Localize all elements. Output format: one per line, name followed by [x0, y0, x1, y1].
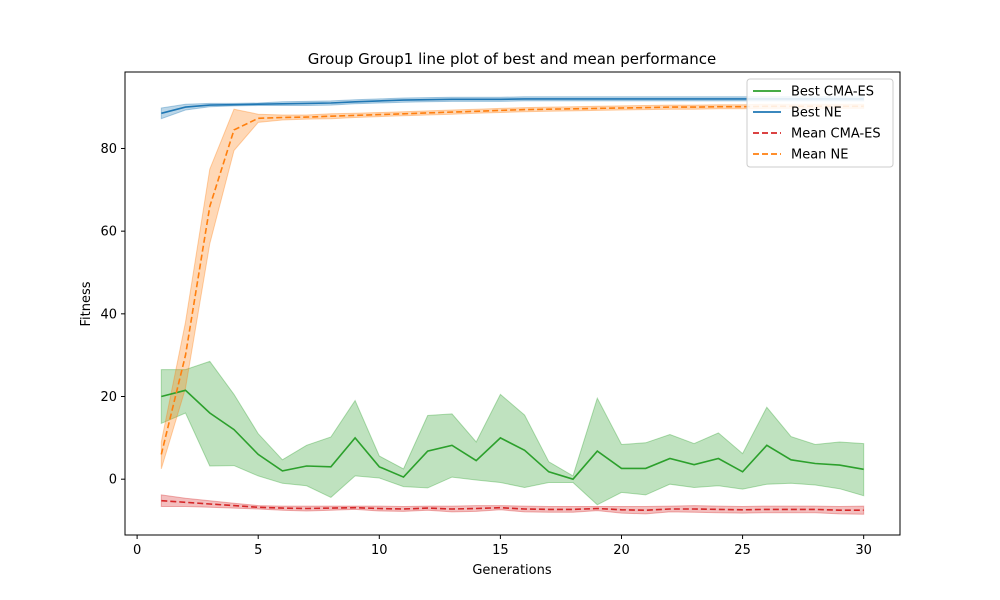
- legend-label-mean-cma-es: Mean CMA-ES: [791, 127, 881, 142]
- line-mean-cma-es: [161, 499, 864, 512]
- legend-label-best-ne: Best NE: [791, 106, 842, 121]
- axes-frame: [124, 71, 901, 536]
- y-tick-label: 40: [100, 307, 117, 322]
- line-best-cma-es: [161, 389, 864, 481]
- y-axis-label: Fitness: [79, 281, 94, 326]
- legend: Best CMA-ES Best NE Mean CMA-ES Mean NE: [746, 78, 894, 168]
- y-tick-label: 20: [100, 390, 117, 405]
- y-tick-label: 80: [100, 142, 117, 157]
- x-tick-label: 25: [734, 543, 751, 558]
- x-tick-label: 0: [133, 543, 141, 558]
- x-tick-label: 20: [613, 543, 630, 558]
- legend-label-mean-ne: Mean NE: [791, 148, 849, 163]
- x-tick-label: 10: [371, 543, 388, 558]
- x-axis: 0 5 10 15 20 25 30: [133, 535, 872, 558]
- x-tick-label: 15: [492, 543, 509, 558]
- band-mean-cma-es: [160, 494, 865, 515]
- y-tick-label: 0: [109, 473, 117, 488]
- y-axis: 0 20 40 60 80: [100, 142, 125, 488]
- chart-title: Group Group1 line plot of best and mean …: [308, 50, 717, 68]
- x-tick-label: 5: [254, 543, 262, 558]
- x-axis-label: Generations: [472, 563, 552, 578]
- x-tick-label: 30: [855, 543, 872, 558]
- legend-label-best-cma-es: Best CMA-ES: [791, 85, 874, 100]
- y-tick-label: 60: [100, 225, 117, 240]
- legend-box: [746, 78, 894, 168]
- band-best-cma-es: [160, 360, 865, 506]
